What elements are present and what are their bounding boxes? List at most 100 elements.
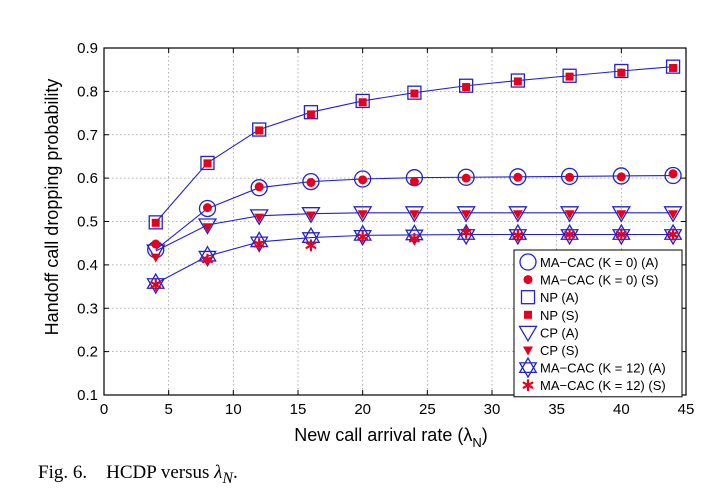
data-point — [667, 228, 679, 241]
data-point — [510, 73, 526, 88]
x-tick-label: 5 — [164, 401, 172, 418]
data-point — [302, 172, 320, 191]
legend-label: MA−CAC (K = 12) (S) — [540, 378, 666, 393]
x-tick-label: 10 — [225, 401, 242, 418]
data-point — [665, 59, 681, 74]
data-point — [254, 182, 264, 192]
x-tick-label: 35 — [548, 401, 565, 418]
data-point — [407, 85, 422, 100]
x-axis-label-text: New call arrival rate (λ — [294, 425, 472, 445]
y-tick-label: 0.5 — [77, 214, 98, 231]
data-point — [564, 228, 576, 241]
data-point — [255, 126, 264, 135]
y-tick-label: 0.7 — [77, 127, 98, 144]
marker-stroke — [305, 241, 317, 249]
data-point — [614, 63, 629, 79]
data-point — [669, 63, 678, 72]
marker-triangle-down — [249, 236, 269, 253]
data-point — [559, 206, 580, 223]
marker-stroke — [615, 230, 627, 239]
x-tick-label: 25 — [419, 401, 436, 418]
marker-stroke — [253, 240, 265, 248]
data-point — [254, 213, 265, 223]
figure-number: Fig. 6. — [38, 462, 88, 483]
legend-label: CP (S) — [540, 343, 579, 358]
marker-stroke — [667, 230, 679, 239]
x-tick-label: 40 — [613, 401, 630, 418]
marker-stroke — [408, 235, 420, 243]
marker-stroke — [512, 231, 524, 239]
data-point — [150, 253, 161, 263]
data-point — [202, 253, 213, 266]
y-tick-label: 0.6 — [77, 170, 98, 187]
data-point — [612, 167, 630, 185]
legend-marker — [523, 275, 533, 285]
caption-subscript: N — [222, 469, 233, 487]
y-axis-label: Handoff call dropping probability — [42, 79, 62, 336]
data-point — [668, 169, 678, 179]
data-point — [611, 206, 631, 223]
legend-marker — [523, 346, 533, 356]
data-point — [508, 206, 528, 223]
data-point — [457, 168, 475, 186]
data-point — [253, 237, 265, 251]
plot-series — [146, 59, 683, 295]
figure-caption: Fig. 6. HCDP versus λN. — [38, 462, 238, 488]
data-point — [663, 206, 683, 223]
axes: 0 5 10 15 20 25 30 35 40 45 0.1 0.2 0.3 0.4 0.5 0.6 0.7 0… — [77, 40, 694, 418]
x-tick-label: 45 — [678, 401, 695, 418]
data-point — [203, 159, 212, 168]
legend-marker — [518, 356, 538, 379]
y-tick-label: 0.8 — [77, 83, 98, 100]
legend-marker — [519, 253, 537, 271]
x-tick-label: 0 — [100, 401, 108, 418]
data-point — [409, 177, 419, 187]
y-tick-label: 0.9 — [77, 40, 98, 57]
data-point — [668, 210, 679, 220]
data-point — [357, 210, 368, 220]
data-point — [565, 172, 575, 182]
marker-stroke — [150, 281, 162, 289]
data-point — [353, 206, 373, 223]
data-point — [616, 210, 627, 220]
data-point — [252, 122, 267, 137]
data-point — [358, 175, 368, 185]
data-point — [461, 210, 472, 220]
data-point — [616, 172, 626, 182]
data-point — [202, 223, 213, 233]
data-point — [560, 167, 579, 186]
data-point — [301, 207, 321, 224]
y-tick-label: 0.2 — [77, 344, 98, 361]
marker-stroke — [357, 233, 369, 241]
data-point — [512, 210, 523, 220]
x-tick-label: 15 — [290, 401, 307, 418]
legend-label: MA−CAC (K = 0) (A) — [540, 255, 658, 270]
x-axis-label-subscript: N — [472, 435, 481, 450]
legend-marker — [520, 290, 536, 305]
y-tick-label: 0.4 — [77, 257, 98, 274]
data-point — [151, 239, 161, 249]
legend-label: NP (S) — [540, 308, 579, 323]
legend: MA−CAC (K = 0) (A) MA−CAC (K = 0) (S) NP (… — [513, 249, 683, 398]
data-point — [460, 226, 472, 239]
marker-stroke — [202, 256, 213, 264]
data-point — [462, 83, 471, 92]
legend-marker — [518, 325, 538, 343]
data-point — [461, 173, 471, 183]
data-point — [562, 68, 577, 83]
legend-label: NP (A) — [540, 290, 579, 305]
data-point — [358, 98, 367, 107]
marker-stroke — [522, 381, 534, 389]
marker-stroke — [460, 228, 472, 236]
x-axis-label-close: ) — [482, 425, 488, 445]
data-point — [151, 218, 160, 227]
marker-triangle-down — [198, 250, 217, 268]
marker-stroke — [564, 230, 576, 239]
data-point — [354, 170, 372, 188]
data-point — [408, 232, 420, 245]
legend-box — [513, 249, 683, 398]
legend-marker — [522, 379, 534, 392]
data-point — [197, 218, 218, 235]
x-tick-label: 20 — [354, 401, 371, 418]
